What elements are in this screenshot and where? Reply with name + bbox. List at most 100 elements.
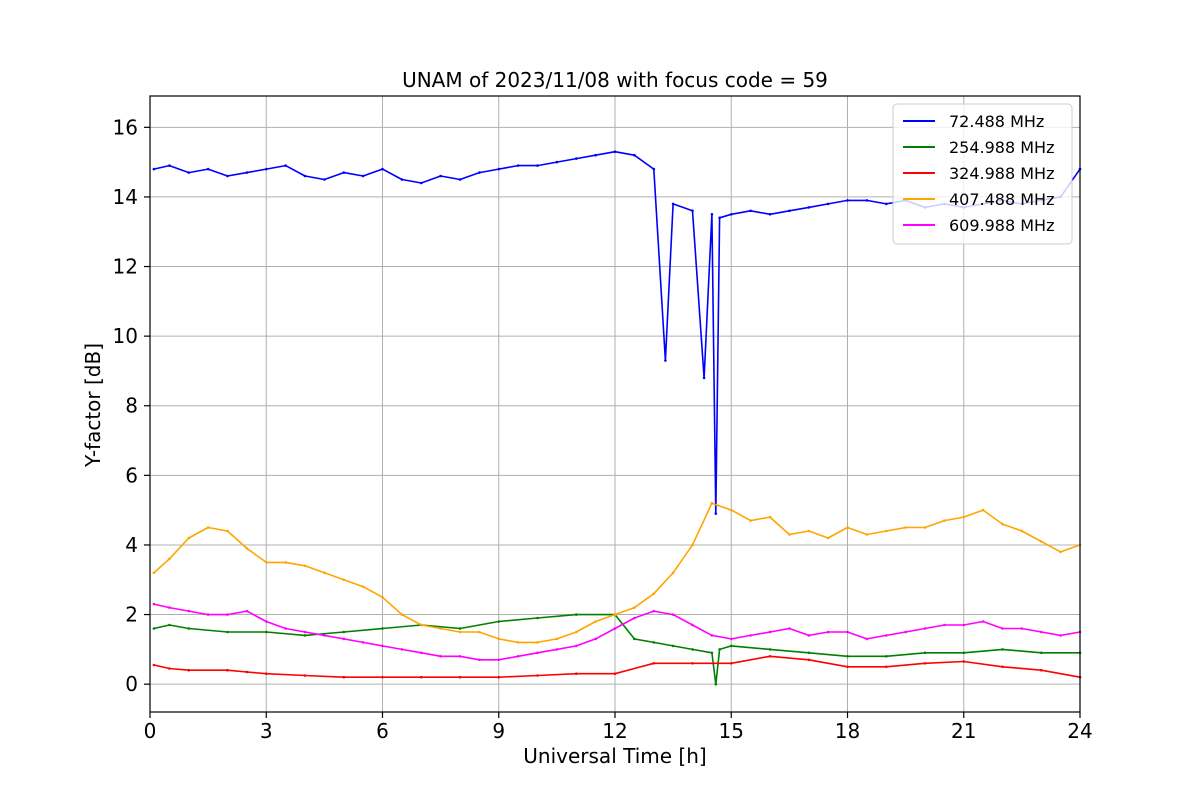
data-point — [152, 571, 156, 575]
data-point — [846, 199, 849, 202]
data-point — [826, 630, 830, 634]
data-point — [536, 616, 539, 620]
x-axis-label: Universal Time [h] — [523, 744, 706, 768]
y-tick-label: 4 — [125, 533, 138, 557]
data-point — [536, 651, 539, 655]
data-point — [865, 637, 869, 641]
data-point — [497, 658, 501, 662]
data-point — [710, 634, 714, 637]
data-point — [652, 592, 656, 595]
x-tick-label: 0 — [144, 719, 157, 743]
data-point — [245, 547, 249, 550]
data-point — [342, 578, 346, 582]
data-point — [497, 637, 501, 641]
data-point — [478, 171, 481, 174]
legend-label: 609.988 MHz — [949, 216, 1054, 235]
data-point — [691, 623, 694, 627]
data-point — [226, 668, 229, 672]
legend: 72.488 MHz 254.988 MHz 324.988 MHz 407.488 … — [892, 103, 1073, 245]
data-point — [962, 651, 966, 655]
data-point — [633, 616, 636, 620]
data-point — [826, 536, 830, 540]
data-point — [1001, 627, 1004, 630]
data-point — [923, 526, 927, 529]
data-point — [768, 648, 772, 651]
data-point — [865, 533, 869, 536]
data-point — [245, 609, 249, 613]
y-tick-label: 14 — [113, 185, 138, 209]
y-axis-label: Y-factor [dB] — [81, 343, 105, 468]
data-point — [718, 648, 721, 651]
data-point — [730, 662, 733, 665]
data-point — [168, 667, 171, 670]
data-point — [846, 655, 849, 658]
y-tick-label: 0 — [125, 672, 138, 696]
data-point — [284, 164, 287, 167]
data-point — [633, 153, 636, 157]
data-point — [981, 508, 985, 512]
data-point — [536, 641, 539, 644]
data-point — [1001, 648, 1004, 651]
data-point — [265, 630, 268, 634]
data-point — [342, 675, 346, 679]
data-point — [768, 515, 772, 519]
data-point — [633, 637, 636, 641]
data-point — [788, 533, 791, 536]
data-point — [381, 627, 384, 630]
data-point — [652, 167, 656, 171]
data-point — [497, 620, 501, 623]
data-point — [652, 609, 656, 613]
data-point — [187, 536, 191, 540]
x-tick-label: 12 — [602, 719, 627, 743]
data-point — [730, 637, 733, 641]
data-point — [671, 202, 675, 206]
data-point — [826, 202, 830, 206]
data-point — [865, 199, 869, 202]
data-point — [187, 627, 191, 630]
data-point — [749, 634, 752, 637]
data-point — [206, 167, 210, 171]
data-point — [168, 606, 171, 609]
data-point — [1059, 634, 1062, 637]
data-point — [152, 602, 156, 606]
data-point — [885, 655, 888, 658]
data-point — [555, 637, 559, 641]
data-point — [613, 613, 617, 616]
data-point — [323, 178, 326, 181]
data-point — [714, 682, 718, 686]
data-point — [555, 648, 559, 651]
data-point — [420, 651, 423, 655]
y-tick-label: 10 — [113, 324, 138, 348]
legend-label: 407.488 MHz — [949, 190, 1054, 209]
data-point — [361, 174, 365, 178]
data-point — [885, 202, 888, 206]
data-point — [594, 153, 597, 157]
x-tick-label: 6 — [376, 719, 389, 743]
data-point — [885, 634, 888, 637]
data-point — [516, 655, 520, 658]
data-point — [420, 675, 423, 679]
data-point — [284, 561, 287, 564]
data-point — [710, 651, 714, 655]
legend-box — [892, 103, 1073, 245]
data-point — [1020, 627, 1024, 630]
data-point — [807, 651, 811, 655]
data-point — [710, 213, 714, 216]
data-point — [342, 171, 346, 174]
data-point — [439, 174, 442, 178]
data-point — [420, 623, 423, 627]
series-line-2 — [153, 655, 1081, 678]
data-point — [885, 665, 888, 669]
data-point — [575, 613, 578, 616]
x-tick-label: 15 — [719, 719, 744, 743]
data-point — [768, 630, 772, 634]
data-point — [962, 623, 966, 627]
data-point — [575, 630, 578, 634]
data-point — [265, 561, 268, 564]
data-point — [807, 206, 811, 209]
data-point — [1001, 522, 1004, 526]
data-point — [303, 634, 307, 637]
data-point — [458, 675, 462, 679]
